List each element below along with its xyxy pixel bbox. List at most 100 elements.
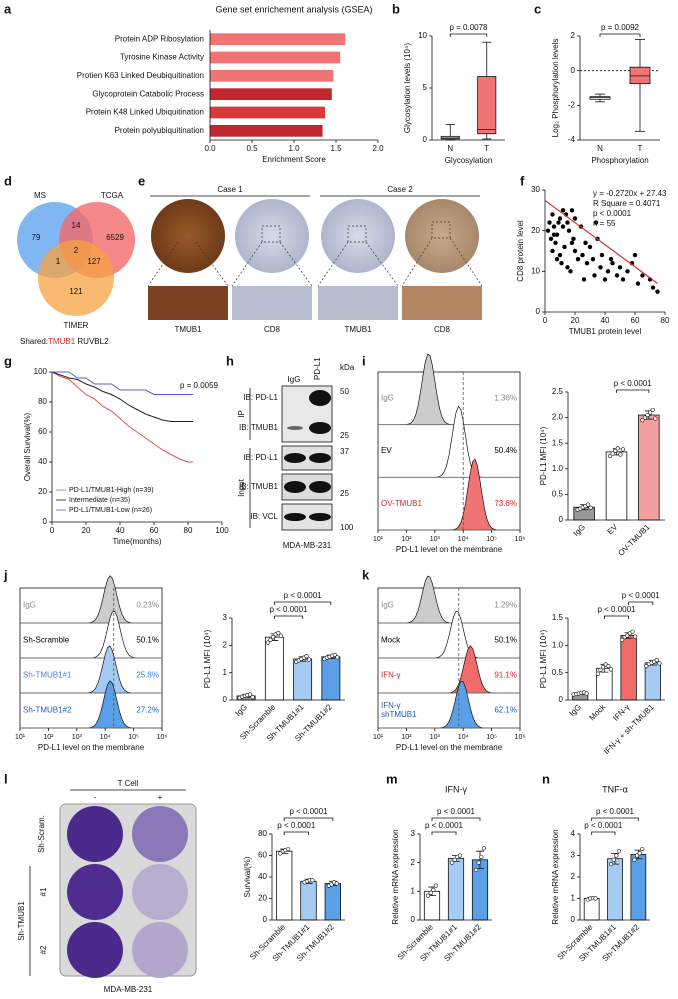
x-axis-label: Time(months) [112,537,161,546]
bar [447,857,465,921]
y-tick-label: 0 [536,307,541,316]
panel-letter: h [226,353,234,368]
x-tick-label: 10⁴ [458,734,469,741]
y-tick-label: 0 [43,517,48,526]
data-point [650,285,656,290]
venn-set: TCGA [101,191,124,200]
y-tick-label: 5 [423,83,428,92]
chart-title: IFN-γ [445,784,467,794]
x-tick-label: 10⁵ [486,536,497,543]
y-tick-label: 1 [571,894,576,903]
x-tick-label: 0 [50,526,55,535]
data-point [630,629,635,634]
row-label: IB: TMUB1 [239,423,279,432]
y-tick-label: -2 [568,100,576,109]
y-tick-label: 1.5 [552,438,564,447]
box [589,96,611,100]
data-point [556,220,561,225]
y-tick-label: 2 [411,858,416,867]
y-axis-label: Glycosylation levels (10⁴) [403,43,412,133]
data-point [617,265,623,270]
histogram [20,645,162,694]
bar [210,51,341,64]
data-point [614,273,620,278]
p-value: p < 0.0001 [437,807,476,816]
category-label: Protein ADP Ribosylation [115,34,204,43]
histogram [20,575,162,624]
sample-label: Sh-Scramble [23,636,70,645]
y-tick-label: 2.5 [552,387,564,396]
cell-line: MDA-MB-231 [283,541,332,550]
x-tick-label: 1.5 [330,144,342,153]
y-tick-label: 60 [258,851,267,860]
comparison-bracket [283,817,334,821]
p-value: p < 0.0001 [289,807,328,816]
sample-label: Sh-TMUB1#1 [23,671,72,680]
bar [210,33,346,46]
data-point [474,867,479,872]
histogram [20,610,162,659]
sample-label: IFN-γ [381,671,401,680]
data-point [431,887,436,893]
y-tick-label: 60 [38,427,47,436]
histogram [20,680,162,729]
data-point [481,846,487,851]
p-value: p < 0.0001 [425,821,464,830]
y-tick-label: 2 [223,640,228,649]
y-tick-label: 2 [571,872,576,881]
x-axis-label: Phosphorylation [591,156,648,165]
y-tick-label: 30 [531,185,540,194]
y-tick-label: 0 [263,915,268,924]
comparison-bracket [449,33,488,37]
y-tick-label: 0 [571,915,576,924]
data-point [554,256,560,262]
data-point [595,671,600,676]
chart-title: TNF-α [602,784,628,794]
y-tick-label: 10 [418,31,427,40]
data-point [655,289,660,294]
tissue-zoom [318,286,398,320]
well [67,922,123,978]
x-tick-label: 10¹ [373,536,384,543]
data-point [307,657,312,662]
data-point [581,277,587,282]
comparison-bracket [273,601,332,605]
venn-count: 1 [56,257,61,266]
y-tick-label: 1 [411,886,416,895]
y-tick-label: 20 [258,894,267,903]
sample-label: IgG [381,393,394,402]
panel-letter: i [362,353,366,368]
venn-count: 127 [87,257,101,266]
percent-label: 91.1% [494,671,517,680]
well-plate: T Cell - + Sh-Scram. Sh-TMUB1 #1 #2 MDA-… [17,779,197,994]
x-tick-label: 40 [116,526,125,535]
bar [583,898,600,921]
series-line [52,371,194,395]
venn-set: TIMER [64,321,89,330]
category-label: Glycoprotein Catabolic Process [92,89,204,98]
y-tick-label: 3 [223,613,228,622]
tissue-core [321,199,395,273]
data-point [553,240,558,246]
data-point [608,667,613,672]
sample-label: IgG [23,601,36,610]
x-tick-label: 10¹ [15,734,26,741]
panel-letter: c [534,1,541,16]
data-point [640,846,645,852]
y-axis-label: PD-L1 MFI (10⁴) [203,629,212,688]
sample-label: Sh-TMUB1#2 [23,706,72,715]
category-label: IFN-γ [611,703,631,723]
y-tick-label: 3 [571,851,576,860]
chart-title: Gene set enrichement analysis (GSEA) [215,4,372,14]
data-point [593,896,598,901]
x-tick-label: 60 [150,526,159,535]
x-tick-label: 10⁴ [458,536,469,543]
lane-label: PD-L1 [313,357,322,380]
x-axis-label: Enrichment Score [262,155,326,164]
x-tick-label: 10⁶ [157,734,168,741]
data-point [571,236,576,241]
panel-letter: k [362,567,370,582]
condition-label: + [158,793,163,802]
x-axis-label: PD-L1 level on the membrane [38,743,145,752]
